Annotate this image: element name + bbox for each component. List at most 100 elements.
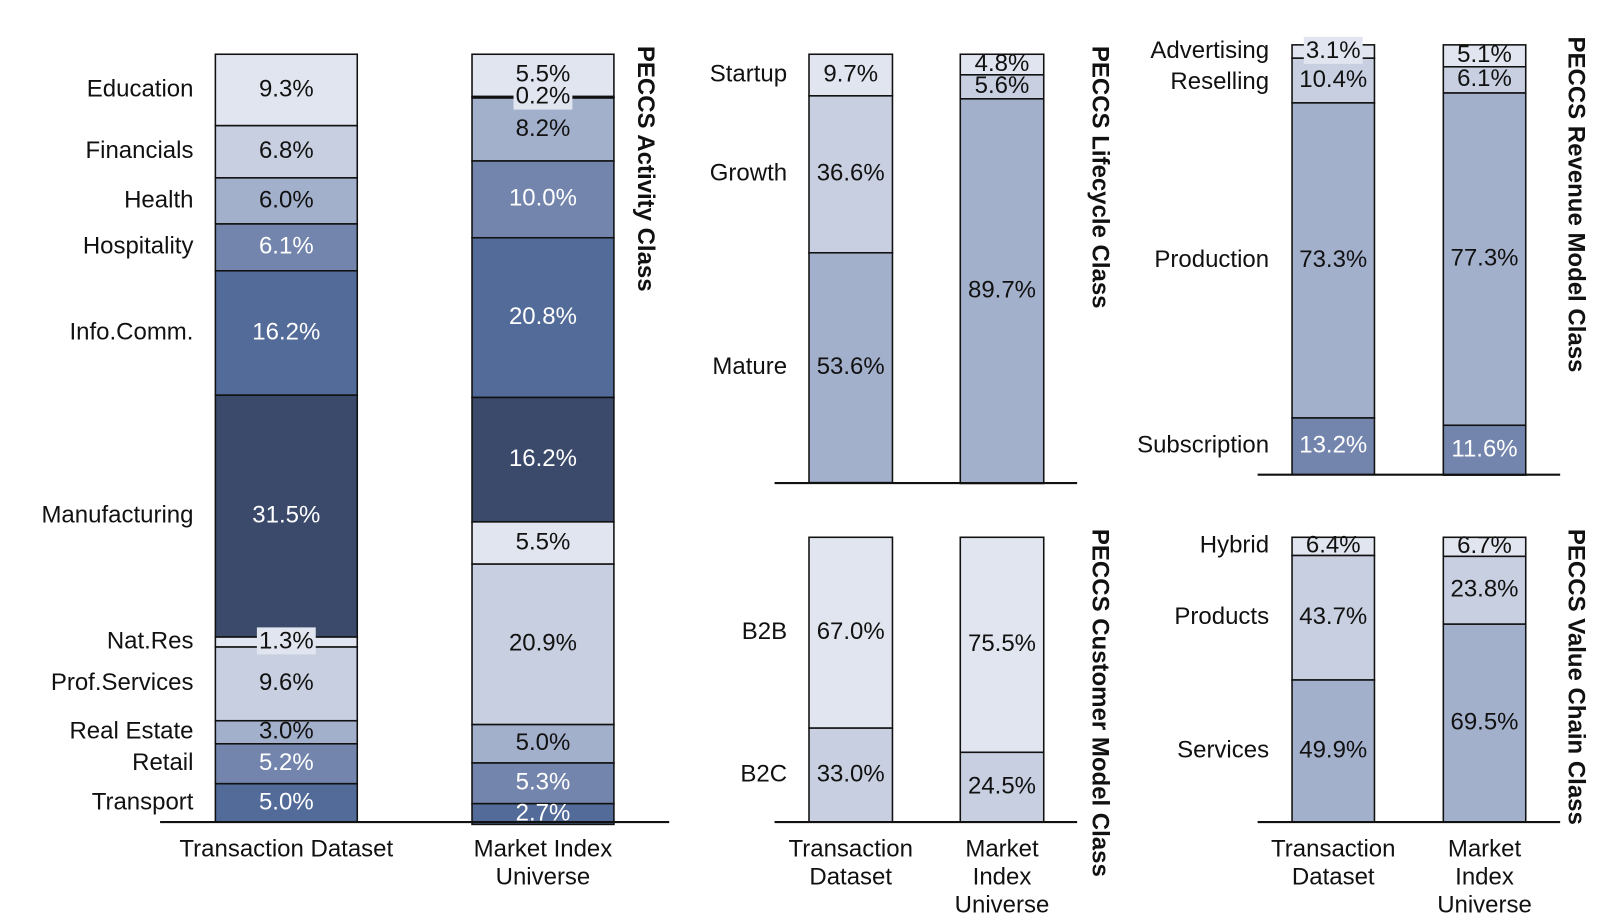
value-label: 43.7% <box>1299 603 1367 630</box>
legend-label: Mature <box>712 353 787 380</box>
legend-label: Transport <box>92 788 194 815</box>
value-label: 24.5% <box>968 773 1036 800</box>
bar-segment <box>959 98 1045 485</box>
legend-label: Growth <box>710 160 787 187</box>
value-label: 20.9% <box>509 630 577 657</box>
value-label: 16.2% <box>509 445 577 472</box>
value-label: 53.6% <box>817 353 885 380</box>
bar-segment <box>1442 623 1527 823</box>
legend-label: Prof.Services <box>51 669 194 696</box>
x-tick-label: Transaction Dataset <box>179 836 393 863</box>
value-label: 36.6% <box>817 160 885 187</box>
value-label: 3.0% <box>259 718 314 745</box>
value-label: 23.8% <box>1451 576 1519 603</box>
value-label: 6.0% <box>259 186 314 213</box>
value-label: 6.8% <box>259 137 314 164</box>
value-label: 20.8% <box>509 303 577 330</box>
value-label: 9.3% <box>259 75 314 102</box>
value-label: 5.0% <box>259 788 314 815</box>
value-label: 0.2% <box>516 83 571 110</box>
x-tick-label: Transaction Dataset <box>789 836 913 891</box>
value-label: 10.4% <box>1299 66 1367 93</box>
value-label: 5.5% <box>516 528 571 555</box>
bar-segment <box>214 394 359 638</box>
value-label: 11.6% <box>1451 436 1517 463</box>
value-label: 6.7% <box>1457 532 1512 559</box>
bar-segment <box>471 802 615 826</box>
legend-label: Education <box>87 75 194 102</box>
bar-segment <box>471 723 615 764</box>
value-label: 77.3% <box>1451 244 1519 271</box>
value-label: 75.5% <box>968 630 1036 657</box>
bar-segment <box>1442 555 1527 625</box>
bar-segment <box>214 53 359 127</box>
value-label: 4.8% <box>975 50 1030 77</box>
legend-label: B2C <box>740 760 787 787</box>
value-label: 16.2% <box>252 318 320 345</box>
chart-title: PECCS Value Chain Class <box>1562 529 1589 825</box>
bar-segment <box>1291 57 1376 104</box>
legend-label: Subscription <box>1137 432 1269 459</box>
value-label: 5.1% <box>1457 41 1512 68</box>
bar-segment <box>808 727 894 823</box>
value-label: 10.0% <box>509 185 577 212</box>
value-label: 13.2% <box>1299 432 1367 459</box>
bar-segment <box>214 270 359 396</box>
legend-label: Startup <box>710 60 787 87</box>
value-label: 33.0% <box>817 760 885 787</box>
bar-segment <box>214 646 359 722</box>
legend-label: Info.Comm. <box>70 318 194 345</box>
chart-title: PECCS Lifecycle Class <box>1087 46 1114 309</box>
legend-label: Health <box>124 186 193 213</box>
legend-label: Reselling <box>1170 68 1269 95</box>
x-tick-label: Market Index Universe <box>474 836 613 891</box>
bar-segment <box>1291 554 1376 681</box>
legend-label: Hospitality <box>83 233 194 260</box>
value-label: 6.4% <box>1306 532 1361 559</box>
x-tick-label: Transaction Dataset <box>1271 836 1395 891</box>
value-label: 5.2% <box>259 749 314 776</box>
legend-label: Products <box>1174 603 1269 630</box>
bar-segment <box>214 223 359 272</box>
bar-segment <box>1291 417 1376 476</box>
legend-label: Advertising <box>1150 37 1269 64</box>
bar-segment <box>214 743 359 785</box>
value-label-bg <box>1303 36 1363 64</box>
bar-segment <box>471 521 615 565</box>
bar-segment <box>214 782 359 823</box>
x-tick-label: Market Index Universe <box>955 836 1050 916</box>
bar-segment <box>214 124 359 179</box>
value-label: 6.1% <box>1457 65 1512 92</box>
value-label: 5.0% <box>516 729 571 756</box>
value-label-bg <box>256 627 316 655</box>
value-label: 9.7% <box>823 60 878 87</box>
value-label: 6.1% <box>259 233 314 260</box>
legend-label: B2B <box>742 618 787 645</box>
value-label: 3.1% <box>1306 37 1361 64</box>
legend-label: Real Estate <box>69 718 193 745</box>
value-label-bg <box>513 82 573 110</box>
value-label: 5.3% <box>516 769 571 796</box>
value-label: 49.9% <box>1299 736 1367 763</box>
bar-segment <box>471 563 615 726</box>
bar-segment <box>471 236 615 399</box>
value-label: 31.5% <box>252 501 320 528</box>
bar-segment <box>808 95 894 254</box>
value-label: 1.3% <box>259 627 314 654</box>
bar-segment <box>1442 92 1527 427</box>
value-label: 9.6% <box>259 669 314 696</box>
chart-title: PECCS Activity Class <box>632 46 659 292</box>
bar-segment <box>1442 65 1527 94</box>
bar-segment <box>1291 679 1376 823</box>
legend-label: Manufacturing <box>41 501 193 528</box>
chart-title: PECCS Customer Model Class <box>1087 529 1114 877</box>
legend-label: Hybrid <box>1200 532 1269 559</box>
value-label: 69.5% <box>1451 708 1519 735</box>
bar-segment <box>959 74 1045 100</box>
legend-label: Services <box>1177 736 1269 763</box>
bar-segment <box>808 251 894 484</box>
legend-label: Production <box>1154 246 1269 273</box>
bar-segment <box>471 396 615 523</box>
value-label: 89.7% <box>968 276 1036 303</box>
